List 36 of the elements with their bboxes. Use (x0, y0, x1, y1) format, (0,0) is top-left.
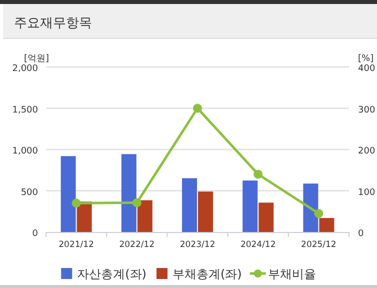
x-tick-label: 2025/12 (301, 240, 336, 250)
bar (242, 180, 258, 232)
point (72, 198, 81, 208)
bar (319, 218, 334, 232)
point (254, 170, 263, 179)
y2-tick-label: 100 (358, 188, 376, 198)
point (193, 104, 202, 113)
x-tick-label: 2024/12 (240, 240, 276, 250)
y2-tick-label: 0 (358, 229, 364, 239)
legend-label: 부채총계(좌) (172, 267, 242, 281)
y2-axis-title: [%] (358, 54, 374, 64)
y-tick-label: 500 (20, 188, 38, 198)
x-tick-label: 2022/12 (119, 240, 155, 250)
bar (76, 202, 92, 232)
x-tick-label: 2021/12 (58, 240, 94, 250)
y-axis-title: [억원] (24, 54, 50, 64)
bar (121, 154, 136, 232)
chart-title: 주요재무항목 (14, 16, 92, 31)
y2-tick-label: 300 (358, 105, 376, 116)
y2-tick-label: 200 (358, 146, 376, 156)
y-tick-label: 0 (32, 229, 38, 239)
y2-tick-label: 400 (358, 64, 376, 74)
bar (198, 192, 213, 232)
legend-label: 부채비율 (268, 267, 316, 281)
point (314, 208, 324, 218)
bar (182, 178, 197, 232)
y-tick-label: 1,500 (12, 105, 38, 116)
point (132, 198, 142, 208)
y-tick-label: 1,000 (12, 146, 38, 156)
legend-label: 자산총계(좌) (77, 267, 146, 281)
bar (258, 202, 274, 232)
y-tick-label: 2,000 (12, 64, 38, 74)
bar (303, 184, 318, 232)
bar (137, 200, 152, 232)
bar (60, 156, 76, 232)
x-tick-label: 2023/12 (180, 240, 216, 250)
